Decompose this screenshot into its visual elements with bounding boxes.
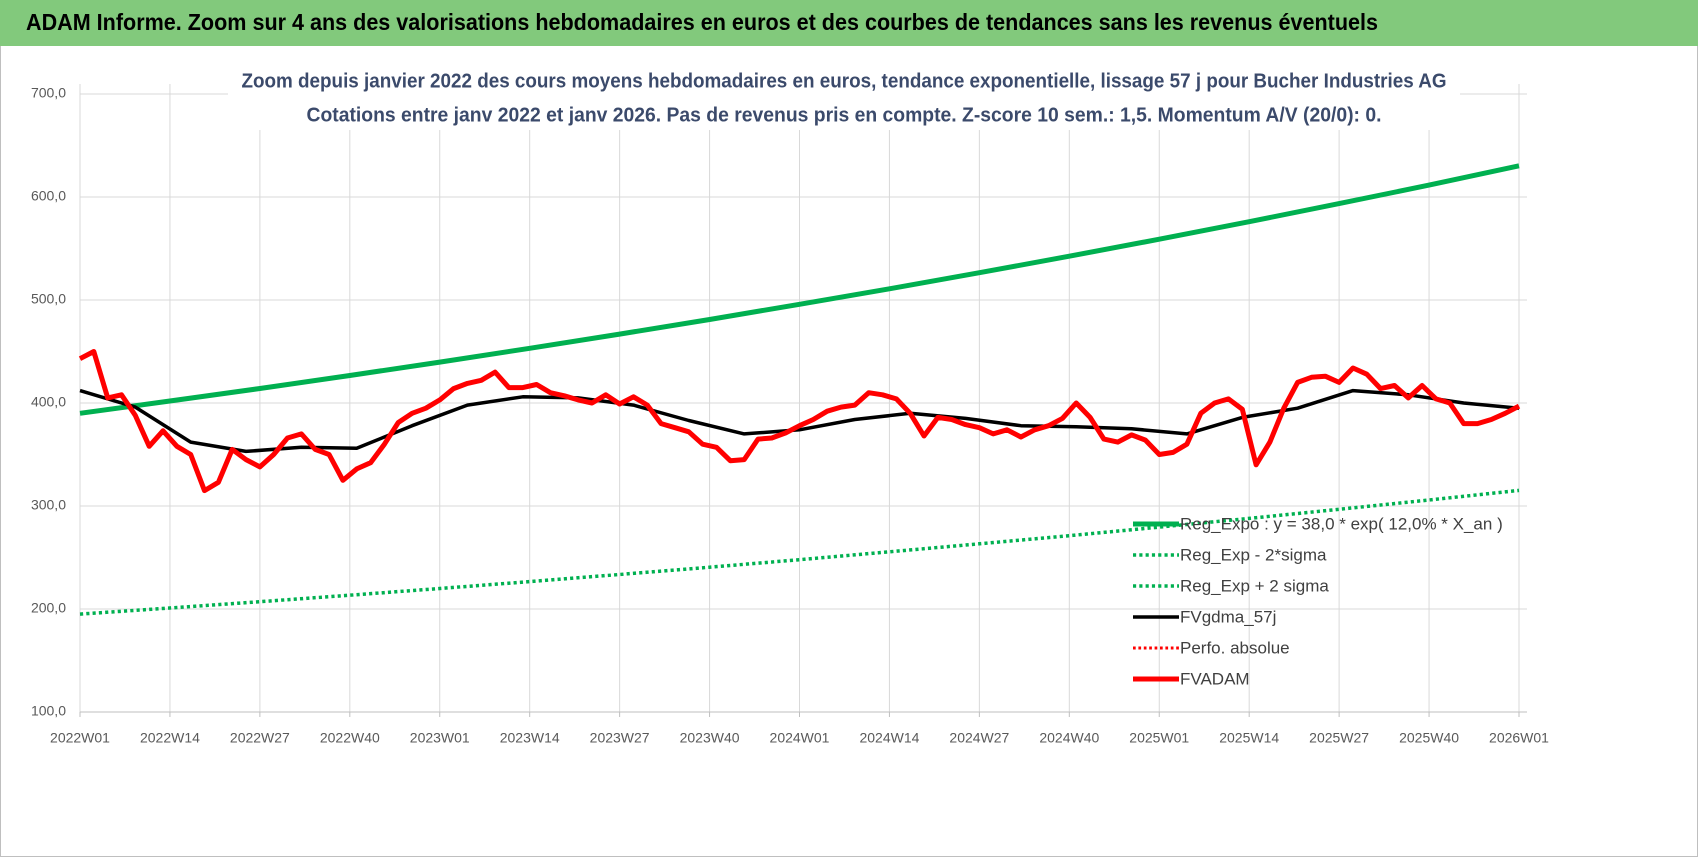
x-tick-label: 2025W01 <box>1129 730 1189 746</box>
x-tick-label: 2025W27 <box>1309 730 1369 746</box>
x-tick-label: 2024W14 <box>859 730 919 746</box>
x-tick-label: 2023W14 <box>500 730 560 746</box>
x-tick-label: 2023W40 <box>680 730 740 746</box>
title-bg <box>228 62 1460 130</box>
x-tick-label: 2024W40 <box>1039 730 1099 746</box>
banner-bg <box>0 0 1698 46</box>
y-tick-label: 700,0 <box>31 85 66 101</box>
x-tick-label: 2022W27 <box>230 730 290 746</box>
x-tick-label: 2025W14 <box>1219 730 1279 746</box>
series-line <box>79 488 1520 616</box>
lines <box>78 163 1521 616</box>
y-tick-label: 600,0 <box>31 188 66 204</box>
chart-title: Zoom depuis janvier 2022 des cours moyen… <box>242 70 1447 92</box>
x-tick-label: 2022W14 <box>140 730 200 746</box>
banner: ADAM Informe. Zoom sur 4 ans des valoris… <box>26 9 1378 35</box>
x-tick-label: 2022W01 <box>50 730 110 746</box>
legend-label: Reg_Exp - 2*sigma <box>1180 545 1327 564</box>
legend-label: Perfo. absolue <box>1180 638 1290 657</box>
series-line <box>78 349 1521 494</box>
y-tick-label: 500,0 <box>31 291 66 307</box>
x-tick-label: 2024W01 <box>770 730 830 746</box>
x-tick-label: 2022W40 <box>320 730 380 746</box>
legend-label: Reg_Expo : y = 38,0 * exp( 12,0% * X_an … <box>1180 514 1503 533</box>
y-tick-label: 400,0 <box>31 394 66 410</box>
legend: Reg_Expo : y = 38,0 * exp( 12,0% * X_an … <box>1133 514 1503 688</box>
series-line <box>79 163 1520 416</box>
x-tick-label: 2026W01 <box>1489 730 1549 746</box>
x-tick-label: 2023W01 <box>410 730 470 746</box>
x-tick-label: 2025W40 <box>1399 730 1459 746</box>
x-tick-label: 2024W27 <box>949 730 1009 746</box>
grid: 100,0 200,0 300,0 400,0 500,0 600,0 700,0 2022W… <box>31 84 1549 746</box>
y-tick-label: 200,0 <box>31 600 66 616</box>
series-line <box>79 388 1520 454</box>
legend-label: Reg_Exp + 2 sigma <box>1180 576 1329 595</box>
y-tick-label: 100,0 <box>31 703 66 719</box>
legend-label: FVADAM <box>1180 669 1250 688</box>
legend-label: FVgdma_57j <box>1180 607 1276 626</box>
chart-subtitle: Cotations entre janv 2022 et janv 2026. … <box>307 104 1382 126</box>
y-tick-label: 300,0 <box>31 497 66 513</box>
x-tick-label: 2023W27 <box>590 730 650 746</box>
